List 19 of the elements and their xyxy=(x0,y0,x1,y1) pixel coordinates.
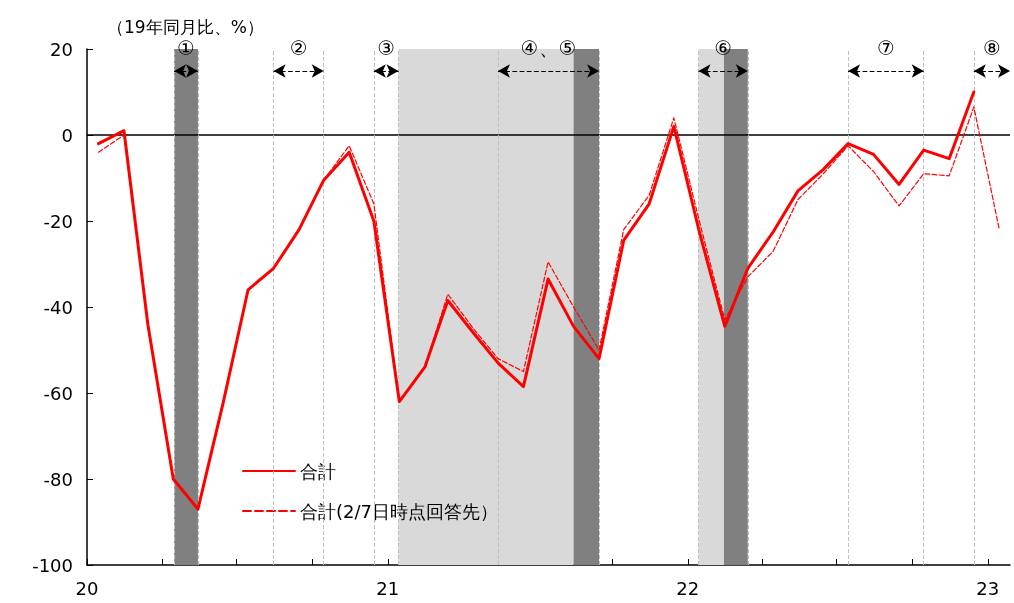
annotation: ① xyxy=(177,36,196,60)
annotation: ⑧ xyxy=(982,36,1001,60)
annotation: ③ xyxy=(377,36,396,60)
y-tick-label: -80 xyxy=(43,468,73,490)
y-tick-label: -20 xyxy=(43,210,73,232)
y-tick-label: 0 xyxy=(61,124,73,146)
y-tick-label: -100 xyxy=(32,554,73,576)
annotation: ⑦ xyxy=(876,36,895,60)
y-tick-label: -40 xyxy=(43,296,73,318)
x-tick-label: 21 xyxy=(376,577,400,599)
y-tick-label: -60 xyxy=(43,382,73,404)
x-tick-label: 22 xyxy=(676,577,700,599)
x-tick-label: 23 xyxy=(976,577,1000,599)
y-axis-title: （19年同月比、%） xyxy=(107,16,264,37)
annotation: ④、⑤ xyxy=(520,36,577,60)
annotation: ② xyxy=(289,36,308,60)
x-tick-label: 20 xyxy=(75,577,99,599)
y-tick-label: 20 xyxy=(50,38,73,60)
annotation: ⑥ xyxy=(714,36,733,60)
